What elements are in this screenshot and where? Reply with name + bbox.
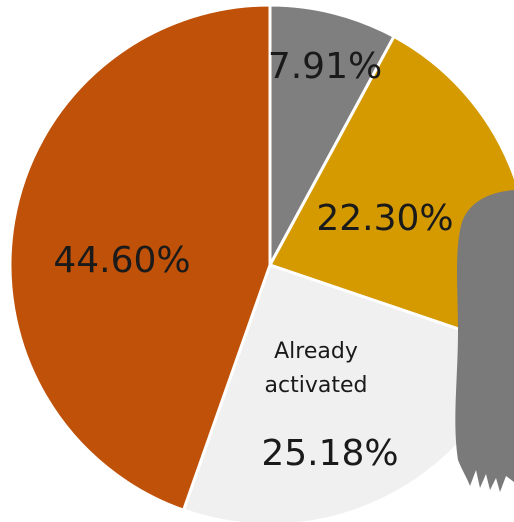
category-label: activated	[265, 373, 368, 398]
data-label: 25.18%	[261, 433, 398, 474]
labels: 7.91% 22.30% 25.18% Already activated 44.60%	[53, 46, 453, 474]
pie-slice	[8, 3, 272, 512]
overlay-shape	[455, 190, 514, 492]
pie-slice	[268, 3, 396, 267]
category-label: Already	[274, 339, 358, 364]
pie-slice	[268, 34, 514, 350]
data-label: 7.91%	[268, 46, 382, 87]
data-label: 22.30%	[316, 198, 453, 239]
data-label: 44.60%	[53, 240, 190, 281]
pie	[8, 3, 514, 522]
